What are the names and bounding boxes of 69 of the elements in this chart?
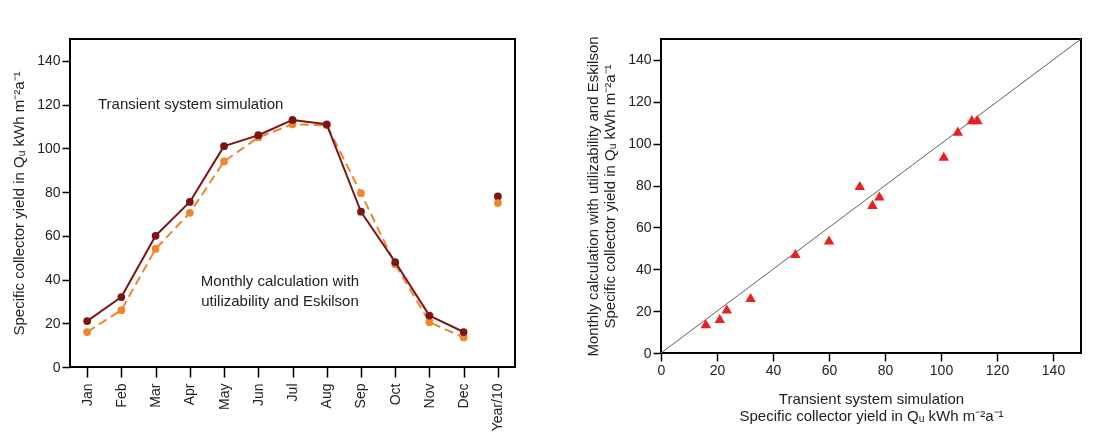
x-tick-label: 60 bbox=[821, 361, 838, 378]
point bbox=[714, 313, 726, 323]
annotation: Transient system simulation bbox=[98, 95, 284, 112]
x-tick-label: Year/10 bbox=[489, 383, 506, 432]
y-tick-label: 60 bbox=[44, 227, 61, 244]
x-tick-label: Nov bbox=[420, 383, 437, 409]
point bbox=[357, 207, 365, 216]
point bbox=[425, 318, 434, 327]
x-tick-label: Feb bbox=[112, 383, 129, 408]
point bbox=[721, 304, 733, 314]
x-tick-label: Jul bbox=[284, 383, 300, 402]
annotation: Monthly calculation with utilizability and Eskilson bbox=[200, 272, 360, 309]
y-tick-label: 80 bbox=[635, 177, 652, 194]
point bbox=[952, 126, 964, 136]
y-tick-label: 100 bbox=[37, 139, 61, 156]
y-tick-label: 40 bbox=[635, 260, 652, 277]
y-tick-label: 80 bbox=[44, 183, 61, 200]
y-axis-title: Specific collector yield in Qᵤ kWh m⁻²a⁻¹ bbox=[10, 71, 28, 336]
x-tick-label: 40 bbox=[765, 361, 782, 378]
point bbox=[83, 317, 91, 325]
point bbox=[938, 151, 950, 161]
point bbox=[288, 116, 297, 124]
point bbox=[117, 306, 126, 315]
point bbox=[790, 249, 801, 259]
point bbox=[220, 157, 228, 166]
x-tick-label: Mar bbox=[147, 383, 164, 408]
x-tick-label: 140 bbox=[1041, 361, 1066, 378]
x-tick-label: 120 bbox=[985, 361, 1010, 378]
point bbox=[117, 293, 126, 301]
point bbox=[357, 189, 365, 198]
y-tick-label: 120 bbox=[37, 96, 61, 113]
point bbox=[972, 115, 983, 125]
y-tick-label: 100 bbox=[628, 135, 652, 152]
point bbox=[823, 235, 835, 245]
point bbox=[745, 292, 756, 303]
point bbox=[867, 199, 878, 209]
y-tick-label: 40 bbox=[44, 271, 61, 288]
x-tick-label: Aug bbox=[318, 383, 335, 409]
x-tick-label: Apr bbox=[181, 383, 198, 406]
point bbox=[151, 245, 160, 253]
x-tick-label: 80 bbox=[877, 361, 894, 378]
point bbox=[151, 231, 160, 240]
point bbox=[220, 142, 228, 151]
x-axis-title: Transient system simulation Specific collector yield in Qᵤ kWh m⁻²a⁻¹ bbox=[739, 389, 1004, 424]
x-tick-label: 0 bbox=[657, 361, 666, 378]
x-tick-label: Dec bbox=[455, 383, 472, 409]
point bbox=[459, 328, 468, 336]
point bbox=[185, 208, 194, 217]
point bbox=[185, 198, 194, 206]
x-tick-label: Jan bbox=[78, 383, 95, 407]
point bbox=[874, 191, 885, 201]
x-tick-label: May bbox=[215, 383, 232, 410]
y-tick-label: 60 bbox=[635, 218, 652, 235]
point bbox=[83, 328, 91, 336]
y-tick-label: 140 bbox=[628, 51, 652, 68]
y-tick-label: 20 bbox=[635, 302, 652, 319]
point bbox=[700, 319, 712, 329]
y-axis-title: Monthly calculation with utilizability and Eskilson Specific collector yield in Qᵤ kWh m⁻²a⁻¹ bbox=[584, 36, 619, 357]
y-tick-label: 20 bbox=[44, 314, 61, 331]
x-tick-label: 20 bbox=[709, 361, 726, 378]
y-tick-label: 0 bbox=[643, 344, 652, 361]
x-tick-label: Sep bbox=[352, 383, 369, 409]
x-tick-label: Jun bbox=[249, 383, 266, 407]
point bbox=[425, 311, 434, 320]
y-tick-label: 120 bbox=[628, 93, 652, 110]
y-tick-label: 140 bbox=[37, 52, 61, 69]
x-tick-label: 100 bbox=[929, 361, 954, 378]
x-tick-label: Oct bbox=[386, 383, 403, 406]
point bbox=[854, 180, 866, 191]
